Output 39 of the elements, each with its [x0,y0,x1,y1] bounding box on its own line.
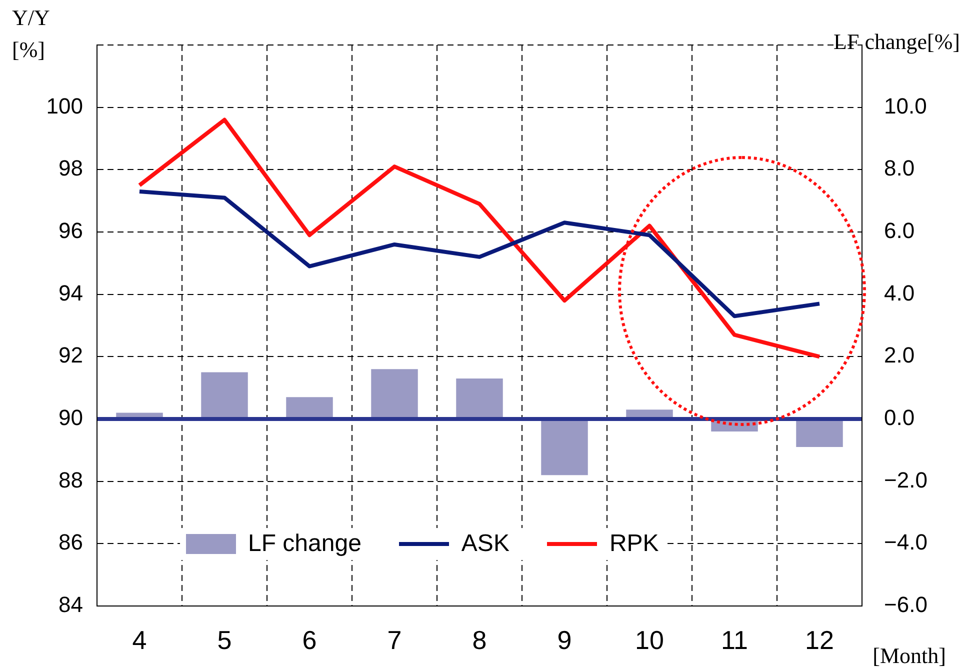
bar [456,378,503,419]
x-tick-label: 12 [805,624,834,655]
x-tick-label: 9 [557,624,572,655]
legend-label: ASK [461,530,510,558]
y2-tick-label: 0.0 [884,405,915,430]
y2-tick-label: 2.0 [884,342,915,368]
y2-tick-label: −6.0 [884,592,928,618]
legend-label: RPK [609,530,659,558]
legend-label: LF change [248,530,362,558]
y-tick-label: 98 [58,156,83,181]
x-tick-label: 7 [387,624,402,655]
y2-tick-label: 10.0 [884,93,927,118]
y-tick-label: 86 [58,530,83,555]
x-tick-label: 4 [132,624,147,655]
y-tick-label: 100 [46,93,83,118]
y2-axis-title: LF change[%] [834,28,960,56]
y-axis-title: Y/Y [%] [12,4,50,64]
bar [201,372,248,419]
x-tick-label: 5 [217,624,232,655]
y2-tick-label: 6.0 [884,218,915,244]
x-tick-label: 10 [635,624,664,655]
y-tick-label: 84 [58,592,83,618]
y2-tick-label: −4.0 [884,530,928,555]
y-tick-label: 88 [58,467,83,492]
bar [371,369,418,419]
y-tick-label: 94 [58,280,83,306]
x-tick-label: 6 [302,624,317,655]
y-tick-label: 90 [58,405,83,430]
bar [286,397,333,419]
x-tick-label: 11 [721,624,748,655]
y-tick-label: 92 [58,342,83,368]
bar [796,419,843,448]
x-axis-title: [Month] [872,642,946,670]
bar [541,419,588,476]
y2-tick-label: −2.0 [884,467,928,492]
y-tick-label: 96 [58,218,83,244]
y2-tick-label: 4.0 [884,280,915,306]
y2-tick-label: 8.0 [884,156,915,181]
x-tick-label: 8 [472,624,487,655]
